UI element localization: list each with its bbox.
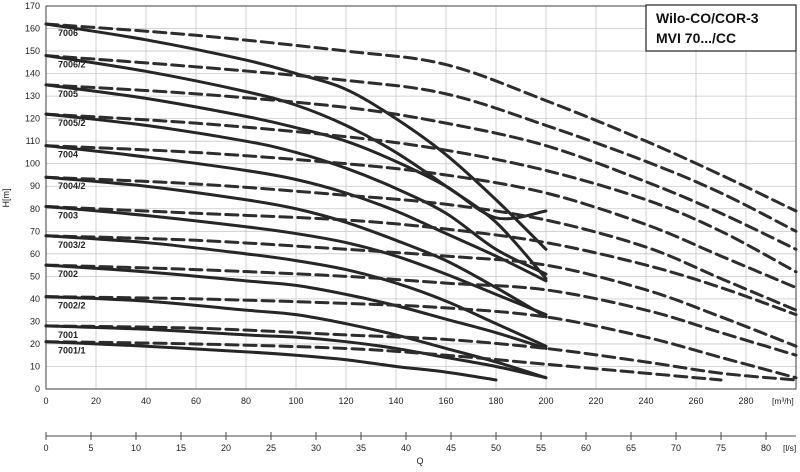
x-tick-label: 200	[538, 396, 553, 406]
curve-dashed-1	[44, 22, 798, 213]
y-tick-label: 40	[30, 294, 40, 304]
y-tick-label: 160	[25, 24, 40, 34]
x-tick-label: 240	[638, 396, 653, 406]
y-tick-label: 60	[30, 249, 40, 259]
y-tick-label: 0	[35, 384, 40, 394]
curve-dashed-10	[44, 295, 798, 380]
curve-dashed-5	[44, 144, 798, 290]
secondary-x-tick-label: 25	[266, 443, 276, 453]
secondary-x-tick-label: 5	[88, 443, 93, 453]
x-tick-label: 0	[43, 396, 48, 406]
title-line-2: MVI 70.../CC	[656, 30, 736, 46]
grid-layer: 0 20 40 60 80 100 120 140 160 180 200 220 240 260 2800…	[25, 1, 797, 453]
x-axis-top-unit: [m³/h]	[772, 396, 794, 406]
secondary-x-tick-label: 0	[43, 443, 48, 453]
x-tick-label: 20	[91, 396, 101, 406]
curve-solid-10	[44, 295, 548, 380]
y-tick-label: 50	[30, 271, 40, 281]
curve-label-10: 7002/2	[58, 301, 86, 311]
x-tick-label: 140	[388, 396, 403, 406]
curve-solid-5	[44, 144, 548, 283]
y-tick-label: 10	[30, 361, 40, 371]
curve-label-4: 7005/2	[58, 118, 86, 128]
x-axis-title: Q	[416, 456, 423, 466]
y-tick-label: 20	[30, 339, 40, 349]
x-tick-label: 40	[141, 396, 151, 406]
y-axis-title: H[m]	[1, 189, 11, 208]
curve-label-2: 7006/2	[58, 60, 86, 70]
curve-solid-12	[44, 340, 498, 382]
secondary-x-tick-label: 30	[311, 443, 321, 453]
secondary-x-tick-label: 75	[716, 443, 726, 453]
curve-label-9: 7002	[58, 269, 78, 279]
x-tick-label: 160	[438, 396, 453, 406]
x-tick-label: 100	[288, 396, 303, 406]
y-tick-label: 170	[25, 1, 40, 11]
x-tick-label: 60	[191, 396, 201, 406]
y-tick-label: 70	[30, 226, 40, 236]
curve-dashed-8	[44, 234, 798, 348]
curve-solid-9	[44, 263, 548, 350]
secondary-x-tick-label: 50	[491, 443, 501, 453]
curve-label-5: 7004	[58, 150, 78, 160]
curve-layer	[44, 22, 798, 382]
curve-label-12: 7001/1	[58, 346, 86, 356]
y-tick-label: 110	[26, 136, 40, 146]
secondary-x-tick-label: 35	[356, 443, 366, 453]
secondary-x-tick-label: 10	[131, 443, 141, 453]
title-box-frame	[645, 4, 797, 52]
secondary-x-tick-label: 70	[671, 443, 681, 453]
y-tick-label: 90	[30, 181, 40, 191]
curve-dashed-4	[44, 112, 798, 274]
title-line-1: Wilo-CO/COR-3	[656, 10, 759, 26]
secondary-x-tick-label: 60	[581, 443, 591, 453]
y-tick-label: 140	[25, 69, 40, 79]
secondary-x-tick-label: 40	[401, 443, 411, 453]
curve-dashed-12	[44, 340, 723, 382]
secondary-x-tick-label: 55	[536, 443, 546, 453]
curve-solid-11	[44, 324, 548, 380]
plot-frame	[45, 5, 797, 390]
secondary-x-tick-label: 20	[221, 443, 231, 453]
curve-dashed-3	[44, 83, 798, 251]
curve-dashed-2	[44, 54, 798, 233]
secondary-x-tick-label: 45	[446, 443, 456, 453]
curve-label-1: 7006	[58, 28, 78, 38]
curve-label-3: 7005	[58, 89, 78, 99]
label-layer: 7006 7006/2 7005 7005/2 7004 7004/2 7003 7003/2…	[58, 28, 86, 356]
curve-label-6: 7004/2	[58, 181, 86, 191]
secondary-x-tick-label: 80	[761, 443, 771, 453]
secondary-x-tick-label: 65	[626, 443, 636, 453]
curve-dashed-6	[44, 175, 798, 312]
y-tick-label: 100	[25, 159, 40, 169]
curve-solid-1	[44, 22, 548, 251]
curve-dashed-9	[44, 263, 798, 357]
y-tick-label: 150	[25, 46, 40, 56]
curve-label-11: 7001	[58, 330, 78, 340]
x-axis-bottom-unit: [l/s]	[783, 443, 796, 453]
x-tick-label: 280	[738, 396, 753, 406]
curve-label-8: 7003/2	[58, 240, 86, 250]
title-box: Wilo-CO/COR-3 MVI 70.../CC	[645, 4, 797, 52]
x-tick-label: 260	[688, 396, 703, 406]
curve-solid-8	[44, 234, 548, 348]
x-tick-label: 120	[338, 396, 353, 406]
secondary-x-tick-label: 15	[176, 443, 186, 453]
x-tick-label: 80	[241, 396, 251, 406]
y-tick-label: 30	[30, 316, 40, 326]
curve-dashed-7	[44, 205, 798, 317]
y-tick-label: 80	[30, 204, 40, 214]
y-tick-label: 120	[25, 114, 40, 124]
curve-solid-7	[44, 205, 548, 317]
curve-solid-3	[44, 83, 548, 221]
x-tick-label: 220	[588, 396, 603, 406]
x-tick-label: 180	[488, 396, 503, 406]
y-tick-label: 130	[25, 91, 40, 101]
curve-dashed-11	[44, 324, 798, 382]
curve-label-7: 7003	[58, 211, 78, 221]
